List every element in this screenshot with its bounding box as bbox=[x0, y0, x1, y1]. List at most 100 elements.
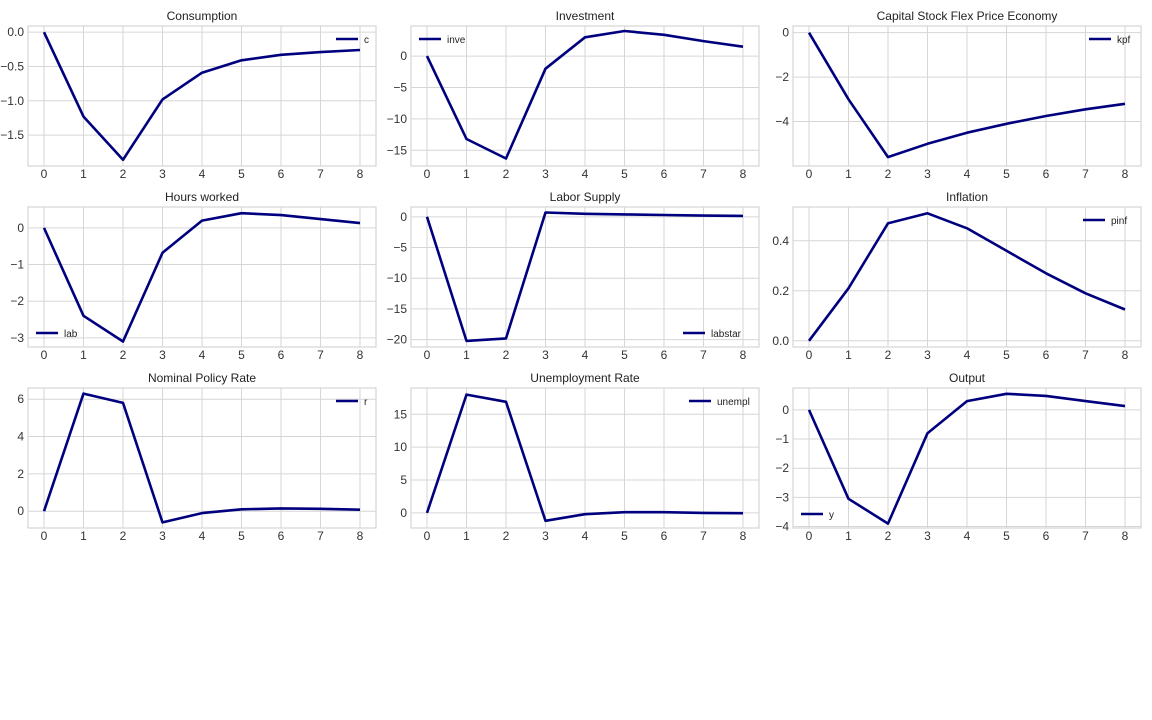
chart-title: Nominal Policy Rate bbox=[148, 371, 256, 385]
x-tick-label: 1 bbox=[463, 348, 470, 362]
y-tick-label: −2 bbox=[10, 294, 24, 308]
y-tick-label: 15 bbox=[394, 407, 408, 421]
y-tick-label: 0.2 bbox=[772, 284, 789, 298]
x-tick-label: 6 bbox=[1043, 529, 1050, 543]
y-tick-label: −5 bbox=[393, 81, 407, 95]
chart-title: Consumption bbox=[167, 9, 238, 23]
y-tick-label: 0 bbox=[17, 221, 24, 235]
series-line-lab bbox=[42, 211, 361, 343]
x-tick-label: 0 bbox=[424, 529, 431, 543]
y-tick-label: 0.4 bbox=[772, 234, 789, 248]
chart-title: Inflation bbox=[946, 190, 988, 204]
legend-label: y bbox=[829, 510, 834, 521]
x-tick-label: 2 bbox=[120, 167, 127, 181]
x-tick-label: 5 bbox=[621, 529, 628, 543]
y-tick-label: 0 bbox=[17, 504, 24, 518]
y-tick-label: −2 bbox=[775, 70, 789, 84]
x-tick-label: 8 bbox=[357, 167, 364, 181]
y-tick-label: 4 bbox=[17, 430, 24, 444]
x-tick-label: 1 bbox=[463, 529, 470, 543]
x-tick-label: 0 bbox=[424, 167, 431, 181]
x-tick-label: 7 bbox=[317, 529, 324, 543]
legend: pinf bbox=[1083, 216, 1127, 227]
x-tick-label: 8 bbox=[740, 529, 747, 543]
x-tick-label: 8 bbox=[740, 167, 747, 181]
x-tick-label: 2 bbox=[503, 529, 510, 543]
legend-label: r bbox=[364, 397, 368, 408]
y-tick-label: −2 bbox=[775, 461, 789, 475]
x-tick-label: 0 bbox=[41, 167, 48, 181]
chart-panel-3: Hours worked 0 1 2 3 4 5 6 7 8 0 −1 −2 −3 lab bbox=[10, 190, 377, 362]
x-tick-label: 4 bbox=[964, 167, 971, 181]
y-tick-label: −10 bbox=[387, 271, 408, 285]
x-tick-label: 2 bbox=[120, 348, 127, 362]
series-line-pinf bbox=[807, 212, 1126, 342]
series-line-kpf bbox=[807, 32, 1126, 159]
x-tick-label: 8 bbox=[357, 348, 364, 362]
legend: lab bbox=[36, 329, 78, 340]
y-tick-label: 0.0 bbox=[772, 334, 789, 348]
x-tick-label: 5 bbox=[238, 348, 245, 362]
x-tick-label: 4 bbox=[582, 348, 589, 362]
x-tick-label: 7 bbox=[317, 167, 324, 181]
x-tick-label: 3 bbox=[542, 529, 549, 543]
legend-label: pinf bbox=[1111, 216, 1127, 227]
x-tick-label: 6 bbox=[661, 529, 668, 543]
y-tick-label: −3 bbox=[775, 490, 789, 504]
y-tick-label: −4 bbox=[775, 520, 789, 534]
y-tick-label: 0 bbox=[782, 403, 789, 417]
x-tick-label: 3 bbox=[924, 348, 931, 362]
x-tick-label: 6 bbox=[1043, 167, 1050, 181]
x-tick-label: 7 bbox=[1082, 167, 1089, 181]
legend: y bbox=[801, 510, 834, 521]
x-tick-label: 4 bbox=[582, 529, 589, 543]
series-line-inve bbox=[425, 29, 744, 160]
x-tick-label: 3 bbox=[159, 167, 166, 181]
x-tick-label: 1 bbox=[845, 529, 852, 543]
legend-label: lab bbox=[64, 329, 78, 340]
series-line-y bbox=[807, 392, 1126, 525]
x-tick-label: 3 bbox=[159, 348, 166, 362]
x-tick-label: 4 bbox=[199, 167, 206, 181]
x-tick-label: 4 bbox=[964, 348, 971, 362]
x-tick-label: 8 bbox=[1122, 348, 1129, 362]
y-tick-label: −3 bbox=[10, 331, 24, 345]
x-tick-label: 8 bbox=[1122, 529, 1129, 543]
x-tick-label: 5 bbox=[1003, 529, 1010, 543]
x-tick-label: 8 bbox=[1122, 167, 1129, 181]
legend: kpf bbox=[1089, 35, 1131, 46]
legend-label: unempl bbox=[717, 397, 750, 408]
x-tick-label: 6 bbox=[278, 348, 285, 362]
y-tick-label: 5 bbox=[400, 473, 407, 487]
x-tick-label: 5 bbox=[238, 167, 245, 181]
y-tick-label: −1 bbox=[10, 258, 24, 272]
x-tick-label: 0 bbox=[806, 529, 813, 543]
y-tick-label: 6 bbox=[17, 392, 24, 406]
legend: unempl bbox=[689, 397, 750, 408]
x-tick-label: 1 bbox=[845, 167, 852, 181]
x-tick-label: 0 bbox=[424, 348, 431, 362]
y-tick-label: −15 bbox=[387, 143, 408, 157]
x-tick-label: 7 bbox=[1082, 529, 1089, 543]
x-tick-label: 6 bbox=[278, 167, 285, 181]
chart-title: Investment bbox=[556, 9, 615, 23]
chart-panel-2: Capital Stock Flex Price Economy 0 1 2 3 4 5 6 7… bbox=[775, 9, 1142, 181]
y-tick-label: 2 bbox=[17, 467, 24, 481]
legend-label: c bbox=[364, 35, 369, 46]
y-tick-label: −10 bbox=[387, 112, 408, 126]
x-tick-label: 6 bbox=[661, 167, 668, 181]
chart-panel-0: Consumption 0 1 2 3 4 5 6 7 8 0.0 −0.5 −1.0 −1.5 c bbox=[0, 9, 377, 181]
x-tick-label: 6 bbox=[1043, 348, 1050, 362]
x-tick-label: 8 bbox=[357, 529, 364, 543]
chart-panel-7: Unemployment Rate 0 1 2 3 4 5 6 7 8 0 5 10 15 unempl bbox=[394, 371, 760, 543]
x-tick-label: 3 bbox=[542, 167, 549, 181]
x-tick-label: 7 bbox=[1082, 348, 1089, 362]
x-tick-label: 6 bbox=[661, 348, 668, 362]
x-tick-label: 2 bbox=[885, 348, 892, 362]
x-tick-label: 1 bbox=[80, 167, 87, 181]
y-tick-label: 0 bbox=[400, 49, 407, 63]
chart-title: Labor Supply bbox=[550, 190, 621, 204]
y-tick-label: 0 bbox=[400, 210, 407, 224]
x-tick-label: 1 bbox=[80, 348, 87, 362]
y-tick-label: −1 bbox=[775, 432, 789, 446]
